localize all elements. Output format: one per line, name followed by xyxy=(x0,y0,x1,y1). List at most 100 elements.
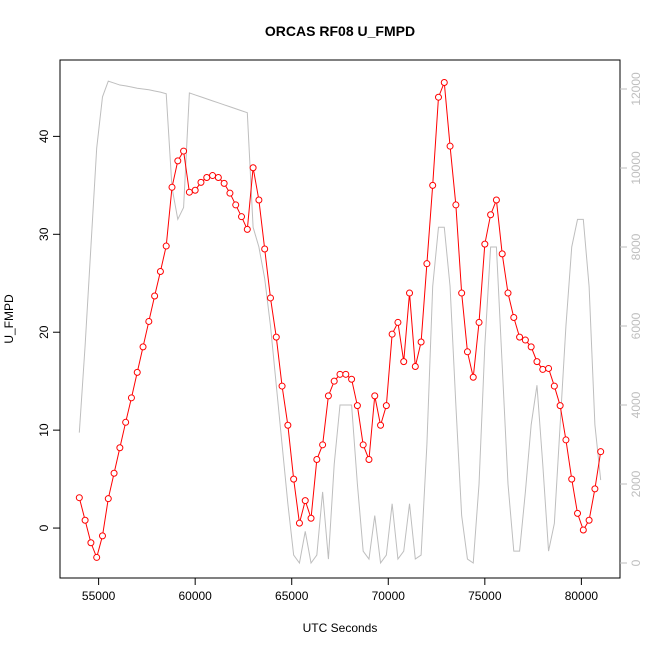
point xyxy=(87,539,95,547)
point xyxy=(295,519,303,527)
point xyxy=(388,330,396,338)
point xyxy=(261,245,269,253)
point xyxy=(521,336,529,344)
point xyxy=(400,358,408,366)
point xyxy=(133,368,141,376)
point xyxy=(185,188,193,196)
y-tick-label: 20 xyxy=(37,325,51,339)
point xyxy=(278,382,286,390)
x-tick-label: 60000 xyxy=(178,589,212,603)
point xyxy=(417,338,425,346)
point xyxy=(348,375,356,383)
point xyxy=(469,373,477,381)
point xyxy=(116,444,124,452)
point xyxy=(151,292,159,300)
point xyxy=(209,172,217,180)
point xyxy=(487,211,495,219)
point xyxy=(579,526,587,534)
y-tick-label: 30 xyxy=(37,227,51,241)
point xyxy=(127,394,135,402)
point xyxy=(411,362,419,370)
series-line xyxy=(78,80,602,565)
x-tick-label: 65000 xyxy=(275,589,309,603)
point xyxy=(516,333,524,341)
x-tick-label: 80000 xyxy=(565,589,599,603)
point xyxy=(562,436,570,444)
point xyxy=(481,240,489,248)
point xyxy=(382,402,390,410)
y2-tick-label: 12000 xyxy=(629,72,643,106)
point xyxy=(174,157,182,165)
point xyxy=(539,365,547,373)
point xyxy=(568,475,576,483)
point xyxy=(104,495,112,503)
point xyxy=(394,318,402,326)
point xyxy=(585,516,593,524)
point xyxy=(452,201,460,209)
point xyxy=(446,142,454,150)
point xyxy=(492,196,500,204)
y2-tick-label: 0 xyxy=(629,559,643,566)
point xyxy=(226,189,234,197)
point xyxy=(406,289,414,297)
point xyxy=(249,164,257,172)
point xyxy=(434,93,442,101)
point xyxy=(238,213,246,221)
point xyxy=(550,382,558,390)
point xyxy=(574,509,582,517)
point xyxy=(290,475,298,483)
point xyxy=(168,183,176,191)
y-tick-label: 40 xyxy=(37,129,51,143)
x-axis-label: UTC Seconds xyxy=(303,621,378,635)
point xyxy=(122,418,130,426)
point xyxy=(98,532,106,540)
point xyxy=(359,441,367,449)
point xyxy=(336,370,344,378)
point xyxy=(203,174,211,182)
point xyxy=(475,318,483,326)
y2-tick-label: 8000 xyxy=(629,233,643,260)
point xyxy=(180,147,188,155)
point xyxy=(284,421,292,429)
point xyxy=(458,289,466,297)
point xyxy=(342,370,350,378)
chart-title: ORCAS RF08 U_FMPD xyxy=(265,23,415,39)
x-tick-label: 75000 xyxy=(468,589,502,603)
point xyxy=(307,514,315,522)
point xyxy=(556,402,564,410)
point xyxy=(498,250,506,258)
y-axis-label: U_FMPD xyxy=(2,294,16,344)
y2-tick-label: 6000 xyxy=(629,312,643,339)
point xyxy=(243,225,251,233)
point xyxy=(510,314,518,322)
point xyxy=(110,469,118,477)
point xyxy=(301,497,309,505)
y2-tick-label: 2000 xyxy=(629,470,643,497)
x-tick-label: 70000 xyxy=(372,589,406,603)
point xyxy=(377,421,385,429)
point xyxy=(423,260,431,268)
point xyxy=(591,485,599,493)
point xyxy=(220,179,228,187)
point xyxy=(429,181,437,189)
point xyxy=(93,553,101,561)
point xyxy=(319,441,327,449)
point xyxy=(527,343,535,351)
point xyxy=(266,294,274,302)
y-tick-label: 0 xyxy=(37,524,51,531)
point xyxy=(504,289,512,297)
point xyxy=(353,402,361,410)
y2-tick-label: 10000 xyxy=(629,151,643,185)
point xyxy=(81,516,89,524)
point xyxy=(156,268,164,276)
x-tick-label: 55000 xyxy=(82,589,116,603)
point xyxy=(324,392,332,400)
point xyxy=(463,348,471,356)
point xyxy=(145,317,153,325)
point xyxy=(139,343,147,351)
plot-box xyxy=(59,59,621,579)
point xyxy=(365,456,373,464)
point xyxy=(75,494,83,502)
